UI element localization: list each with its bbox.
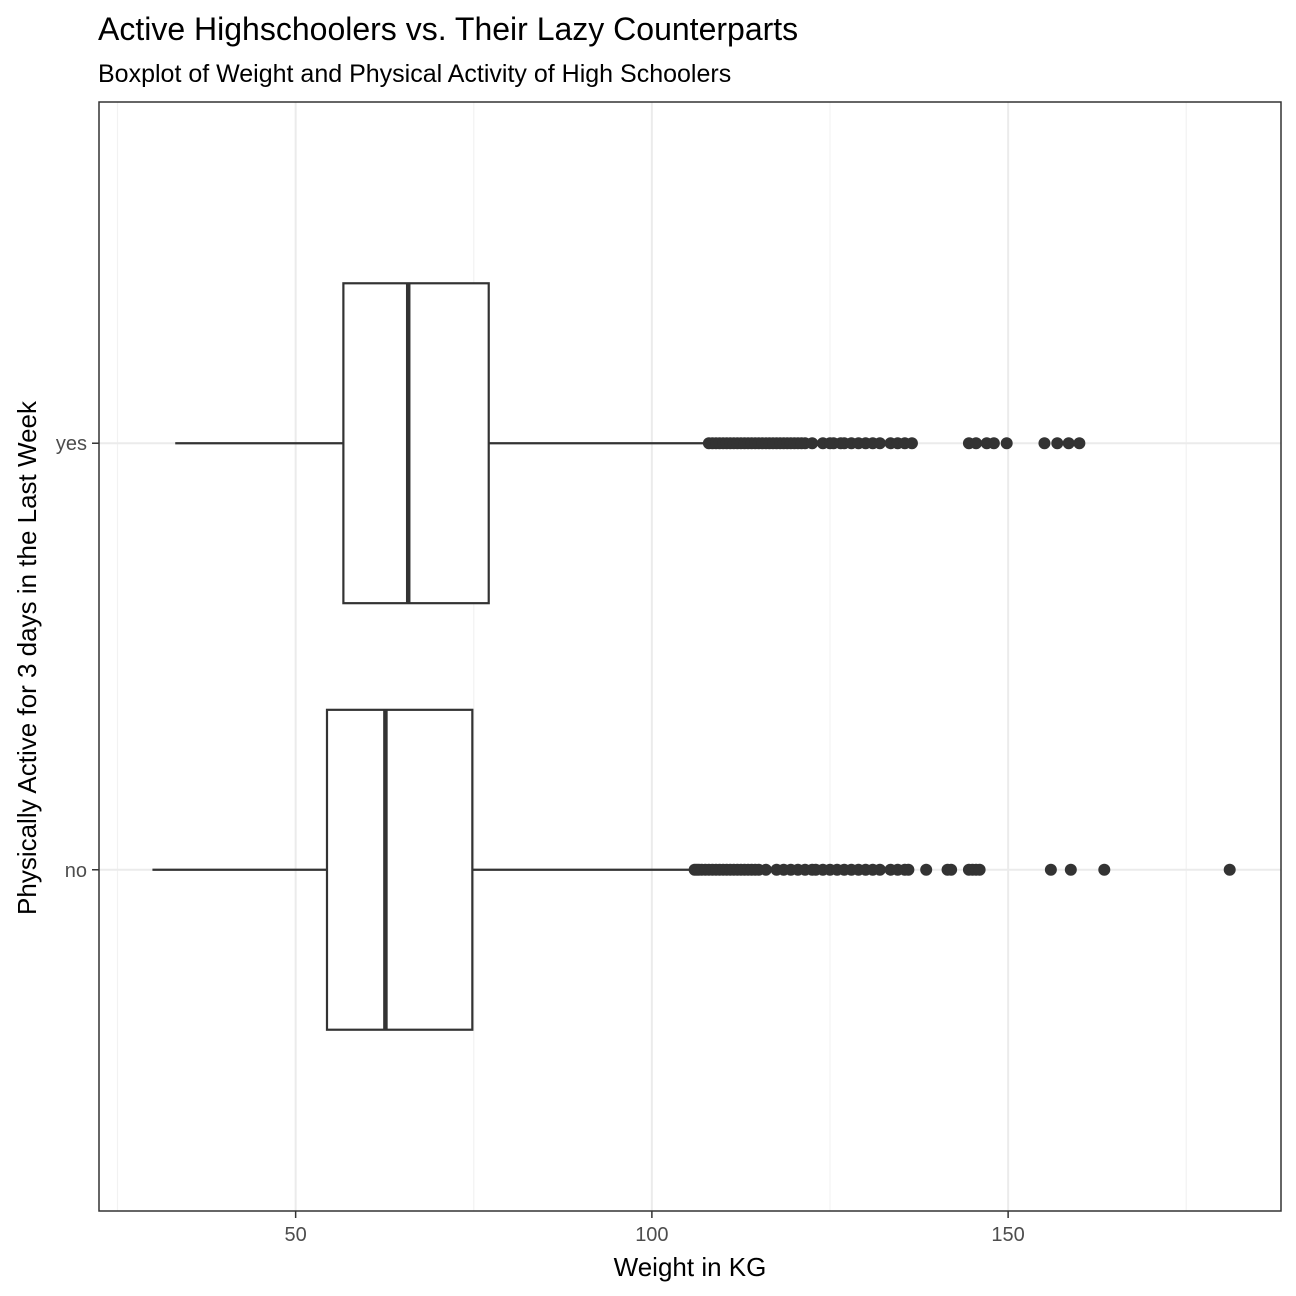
outlier-point — [1064, 863, 1077, 876]
outlier-point — [920, 863, 933, 876]
chart-subtitle: Boxplot of Weight and Physical Activity … — [98, 60, 731, 88]
x-tick-label: 100 — [635, 1224, 668, 1246]
outlier-point — [873, 863, 886, 876]
x-tick-label: 150 — [991, 1224, 1024, 1246]
outlier-point — [902, 863, 915, 876]
outlier-point — [759, 863, 772, 876]
outlier-point — [1038, 437, 1051, 450]
outlier-point — [873, 437, 886, 450]
x-tick-label: 50 — [285, 1224, 307, 1246]
outlier-point — [1000, 437, 1013, 450]
outlier-point — [973, 863, 986, 876]
outlier-point — [970, 437, 983, 450]
box-no — [152, 708, 1236, 1031]
y-axis-title: Physically Active for 3 days in the Last… — [12, 400, 42, 915]
outlier-point — [1051, 437, 1064, 450]
chart-title: Active Highschoolers vs. Their Lazy Coun… — [98, 11, 798, 47]
outlier-point — [806, 437, 819, 450]
outlier-point — [1223, 863, 1236, 876]
outlier-point — [987, 437, 1000, 450]
outlier-point — [1073, 437, 1086, 450]
box-iqr — [325, 708, 474, 1031]
box-yes — [175, 282, 1086, 605]
outlier-point — [1044, 863, 1057, 876]
plot-panel — [98, 101, 1282, 1212]
x-axis-title: Weight in KG — [614, 1252, 767, 1282]
outlier-point — [905, 437, 918, 450]
outlier-point — [945, 863, 958, 876]
y-tick-label: no — [65, 860, 87, 882]
panel-background — [99, 102, 1281, 1211]
outlier-point — [1062, 437, 1075, 450]
box-iqr — [342, 282, 490, 605]
outlier-point — [1098, 863, 1111, 876]
y-tick-label: yes — [56, 433, 87, 455]
panel-border — [98, 101, 1282, 1212]
